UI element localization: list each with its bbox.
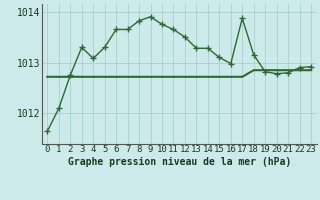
X-axis label: Graphe pression niveau de la mer (hPa): Graphe pression niveau de la mer (hPa) (68, 157, 291, 167)
